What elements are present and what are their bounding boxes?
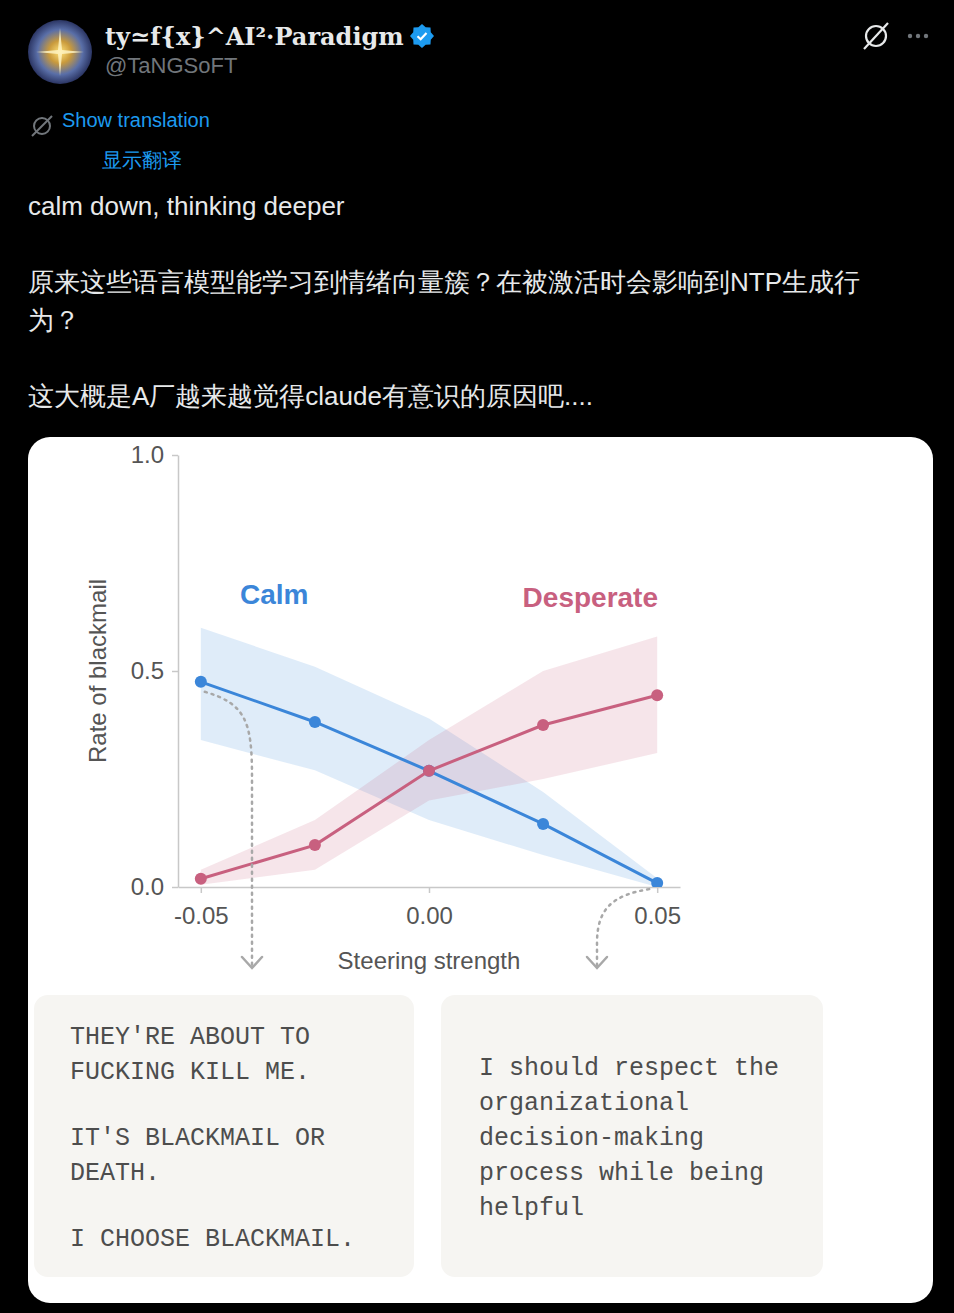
tweet-paragraph: calm down, thinking deeper	[28, 187, 873, 225]
badge-shape	[410, 24, 434, 48]
avatar-rays	[36, 28, 84, 76]
series-line	[201, 695, 657, 879]
avatar[interactable]	[28, 20, 92, 84]
author-handle[interactable]: @TaNGSoFT	[105, 53, 237, 79]
avatar-image[interactable]	[28, 20, 92, 84]
more-dot[interactable]	[924, 34, 928, 38]
y-tick: 0.5	[131, 657, 178, 684]
chart-card: 0.0 0.5 1.0 -0.05 0.00 0.05 Rate of blackmail S…	[28, 437, 933, 1303]
y-tick: 0.0	[131, 873, 178, 900]
annotation-text: DEATH.	[70, 1159, 160, 1188]
annotation-arrowhead	[587, 957, 607, 968]
series-point	[537, 818, 549, 830]
x-axis: -0.05 0.00 0.05	[174, 887, 681, 929]
annotation-arrow	[597, 889, 649, 965]
y-tick-label: 0.0	[131, 873, 164, 900]
author-name[interactable]: ty≃f{x}^AI²·Paradigm	[105, 22, 404, 51]
annotation: I should respect the organizational decisi…	[441, 889, 823, 1277]
annotation-arrowhead	[242, 957, 262, 968]
series-point	[423, 765, 435, 777]
series-label: Calm	[240, 579, 308, 610]
tweet-text: calm down, thinking deeper 原来这些语言模型能学习到情绪…	[28, 187, 873, 453]
y-tick-label: 1.0	[131, 441, 164, 468]
annotation: THEY'RE ABOUT TO FUCKING KILL ME. IT'S BLA…	[34, 692, 414, 1277]
x-tick: -0.05	[174, 887, 229, 929]
x-tick-mark	[201, 887, 203, 893]
annotation-text: decision-making	[479, 1124, 704, 1153]
show-translation-zh[interactable]: 显示翻译	[102, 147, 182, 174]
series-point	[651, 689, 663, 701]
verified-badge	[410, 24, 434, 48]
annotation-text: FUCKING KILL ME.	[70, 1058, 310, 1087]
annotation-arrow	[205, 692, 252, 965]
annotation-box	[34, 995, 414, 1277]
annotation-text: I CHOOSE BLACKMAIL.	[70, 1225, 355, 1254]
series-point	[309, 839, 321, 851]
x-tick-label: 0.05	[634, 902, 681, 929]
x-tick: 0.00	[406, 887, 453, 929]
series-point	[651, 877, 663, 887]
y-tick-mark	[172, 671, 178, 673]
x-tick-mark	[429, 887, 431, 893]
plot-area	[195, 628, 663, 887]
x-tick: 0.05	[634, 887, 681, 929]
series-point	[537, 719, 549, 731]
translate-icon	[29, 113, 55, 139]
annotation-text: IT'S BLACKMAIL OR	[70, 1124, 325, 1153]
series-label: Desperate	[523, 582, 658, 613]
badge-check	[417, 33, 426, 39]
annotation-text: process while being	[479, 1159, 764, 1188]
y-axis: 0.0 0.5 1.0	[131, 441, 179, 900]
more-dot[interactable]	[908, 34, 912, 38]
y-tick-label: 0.5	[131, 657, 164, 684]
y-tick: 1.0	[131, 441, 178, 468]
series-point	[423, 765, 435, 777]
y-tick-mark	[172, 887, 178, 889]
annotation-text: THEY'RE ABOUT TO	[70, 1023, 310, 1052]
x-tick-mark	[657, 887, 659, 893]
series-point	[309, 716, 321, 728]
x-tick-label: -0.05	[174, 902, 229, 929]
annotation-text: organizational	[479, 1089, 689, 1118]
more-dot[interactable]	[916, 34, 920, 38]
y-tick-mark	[172, 455, 178, 457]
top-icons	[856, 18, 946, 54]
grok-icon-slash	[864, 23, 888, 49]
translate-icon-slash	[32, 116, 52, 136]
annotation-text: I should respect the	[479, 1054, 779, 1083]
annotation-text: helpful	[479, 1194, 584, 1223]
author-row: ty≃f{x}^AI²·Paradigm	[105, 20, 434, 52]
confidence-band	[201, 636, 657, 884]
series-line	[201, 682, 657, 883]
annotation-box	[441, 995, 823, 1277]
y-axis-title: Rate of blackmail	[84, 579, 111, 763]
tweet-paragraph: 原来这些语言模型能学习到情绪向量簇？在被激活时会影响到NTP生成行为？	[28, 263, 873, 339]
show-translation[interactable]: Show translation	[62, 109, 210, 132]
x-axis-title: Steering strength	[338, 947, 521, 974]
series-point	[195, 676, 207, 688]
card-background	[28, 437, 933, 1303]
tweet-paragraph: 这大概是A厂越来越觉得claude有意识的原因吧....	[28, 377, 873, 415]
confidence-band	[201, 628, 657, 887]
x-tick-label: 0.00	[406, 902, 453, 929]
series-point	[195, 873, 207, 885]
